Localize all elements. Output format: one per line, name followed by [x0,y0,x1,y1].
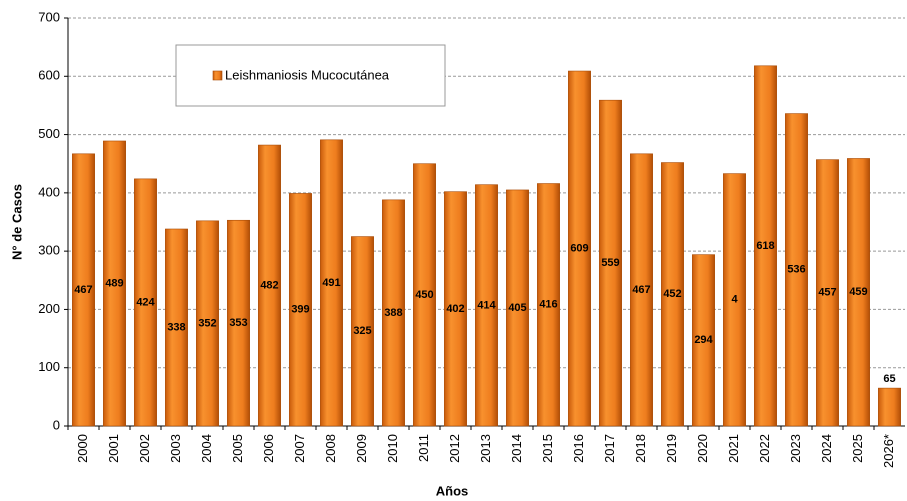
x-tick-label: 2016 [571,434,586,463]
x-tick-label: 2014 [509,434,524,463]
x-tick-label: 2017 [602,434,617,463]
value-label: 536 [787,264,805,276]
value-label: 559 [601,257,619,269]
x-tick-label: 2013 [478,434,493,463]
bar [878,387,901,427]
bar [847,158,870,427]
x-tick-label: 2010 [385,434,400,463]
value-label: 4 [731,294,738,306]
y-tick-label: 500 [38,126,60,141]
x-tick-label: 2008 [323,434,338,463]
value-label: 325 [353,325,371,337]
legend-swatch [212,70,223,81]
x-tick-label: 2004 [199,434,214,463]
bar [165,228,188,427]
x-tick-label: 2003 [168,434,183,463]
bar [785,113,808,427]
bar [599,99,622,427]
x-tick-label: 2002 [137,434,152,463]
bar [134,178,157,427]
value-label: 450 [415,289,433,301]
bar [630,153,653,427]
value-label: 467 [632,284,650,296]
x-tick-label: 2011 [416,434,431,462]
value-label: 388 [384,307,402,319]
bar [754,65,777,427]
bar [413,163,436,427]
value-label: 609 [570,242,588,254]
bar [661,162,684,427]
legend-label: Leishmaniosis Mucocutánea [225,67,390,82]
y-axis-label: N° de Casos [9,184,24,260]
value-label: 452 [663,288,681,300]
value-label: 353 [229,317,247,329]
y-tick-label: 700 [38,9,60,24]
x-tick-label: 2007 [292,434,307,463]
bar [227,219,250,427]
x-tick-label: 2022 [757,434,772,463]
value-label: 414 [477,299,496,311]
x-tick-label: 2019 [664,434,679,463]
value-label: 618 [756,240,774,252]
bar [72,153,95,427]
x-tick-label: 2025 [850,434,865,463]
x-tick-label: 2005 [230,434,245,463]
bar [723,173,746,427]
x-tick-label: 2018 [633,434,648,463]
value-label: 416 [539,299,557,311]
value-label: 491 [322,277,340,289]
bar [506,189,529,427]
bar [568,70,591,427]
bar [444,191,467,427]
value-label: 402 [446,303,464,315]
value-label: 338 [167,321,185,333]
bar [351,236,374,427]
bar [692,254,715,427]
y-tick-label: 600 [38,68,60,83]
bar [196,220,219,427]
bar [382,199,405,427]
x-tick-label: 2024 [819,434,834,463]
bar [289,193,312,427]
x-tick-label: 2000 [75,434,90,463]
bar [103,140,126,427]
x-tick-label: 2023 [788,434,803,463]
value-label: 405 [508,302,526,314]
value-label: 399 [291,304,309,316]
value-label: 489 [105,277,123,289]
x-tick-label: 2001 [106,434,121,463]
bar [320,139,343,427]
value-label: 459 [849,286,867,298]
x-tick-label: 2020 [695,434,710,463]
value-label: 424 [136,296,155,308]
value-label: 65 [883,373,895,385]
value-label: 457 [818,287,836,299]
x-tick-label: 2009 [354,434,369,463]
y-tick-label: 0 [53,417,60,432]
value-label: 467 [74,284,92,296]
y-tick-label: 100 [38,359,60,374]
x-tick-label: 2006 [261,434,276,463]
bar [475,184,498,427]
x-tick-label: 2012 [447,434,462,463]
x-axis-label: Años [436,483,469,498]
y-tick-label: 400 [38,184,60,199]
x-tick-label: 2015 [540,434,555,463]
value-label: 482 [260,279,278,291]
y-tick-label: 200 [38,301,60,316]
bar [816,159,839,427]
value-label: 352 [198,317,216,329]
bar [258,144,281,427]
bar [537,183,560,427]
x-tick-label: 2026* [881,434,896,468]
x-tick-label: 2021 [726,434,741,463]
value-label: 294 [694,334,713,346]
y-tick-label: 300 [38,243,60,258]
